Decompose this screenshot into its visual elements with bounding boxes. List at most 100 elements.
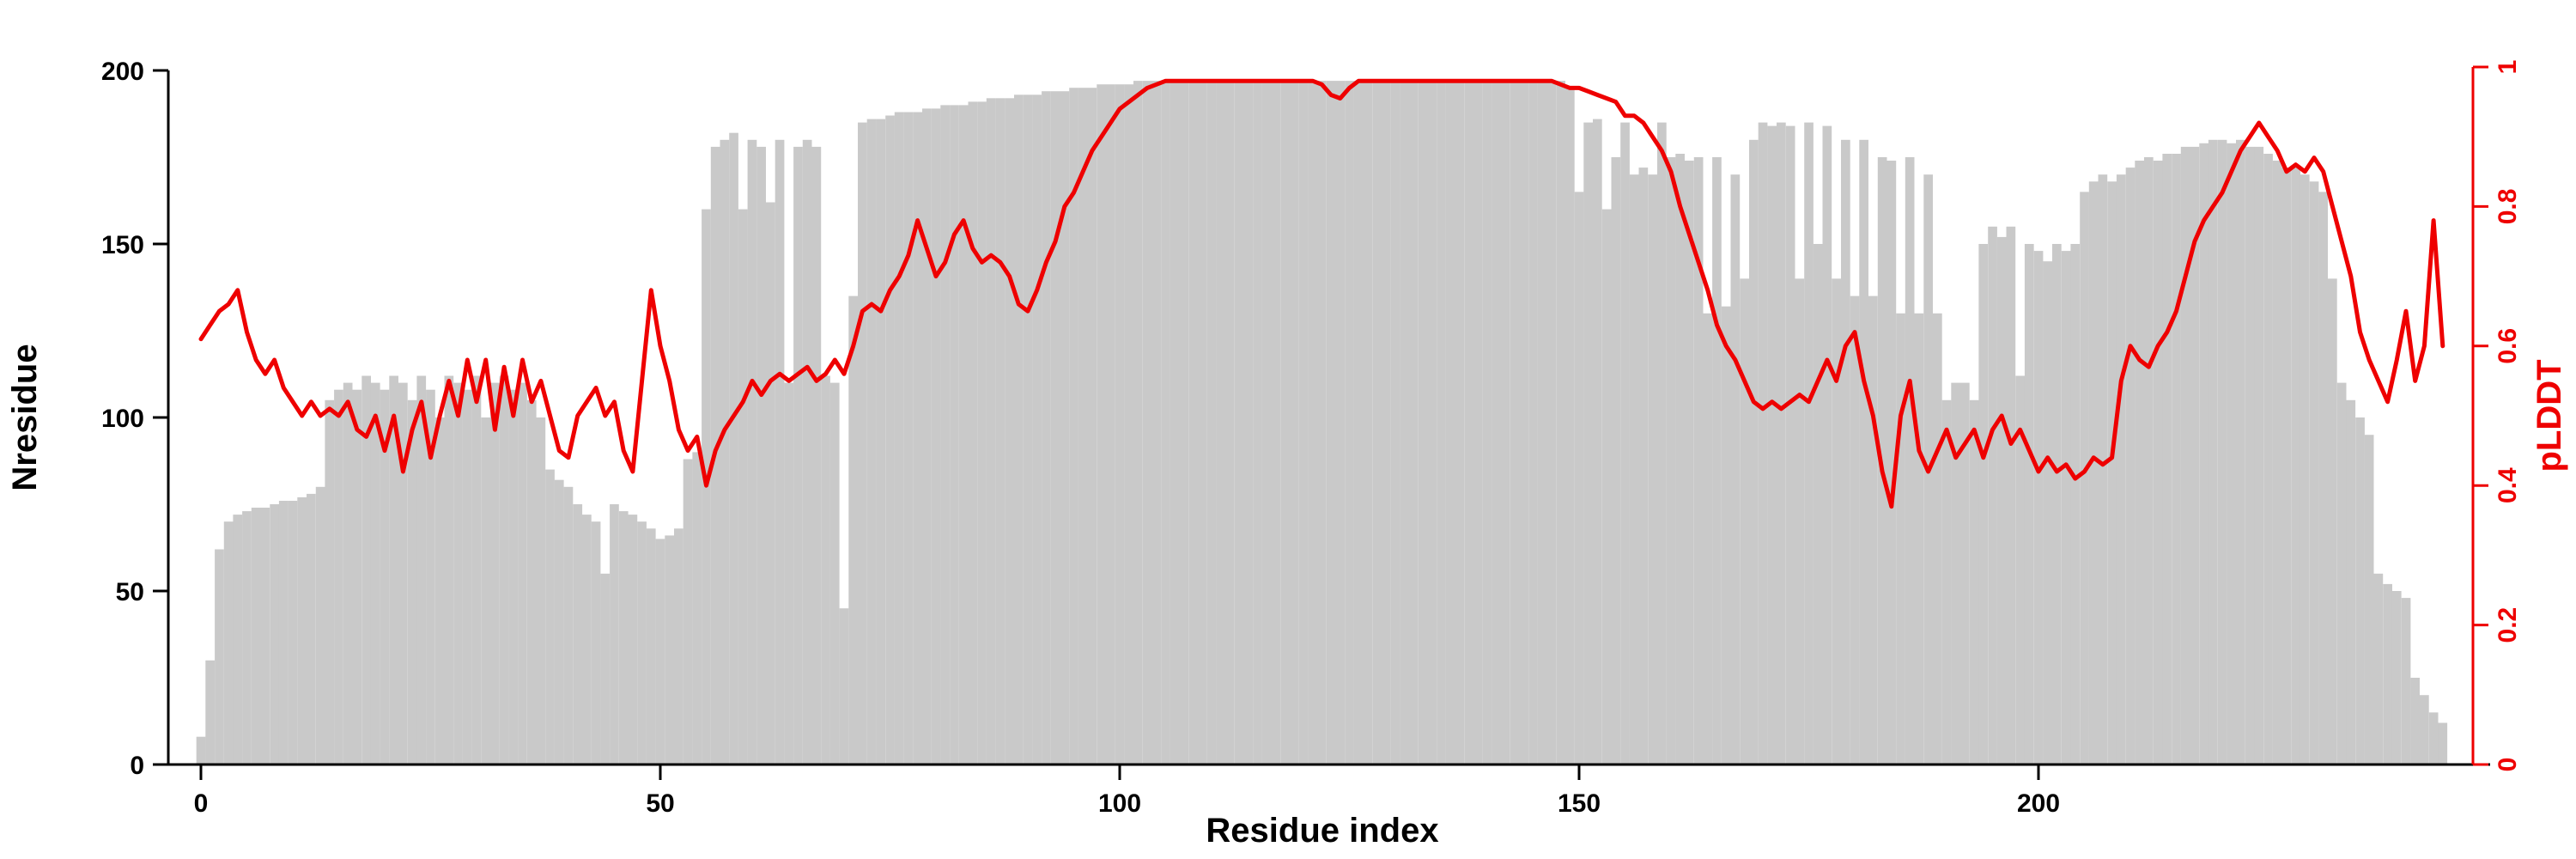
nresidue-bar xyxy=(434,417,445,765)
nresidue-bar xyxy=(903,112,914,765)
nresidue-bar xyxy=(1510,81,1520,765)
nresidue-bar xyxy=(747,139,757,765)
nresidue-bar xyxy=(2263,154,2273,765)
nresidue-bar xyxy=(1546,81,1557,765)
nresidue-bar xyxy=(1142,81,1152,765)
nresidue-bar xyxy=(977,101,987,765)
nresidue-bar xyxy=(1261,81,1272,765)
nresidue-bar xyxy=(1216,81,1225,765)
nresidue-bar xyxy=(1106,84,1115,765)
nresidue-bar xyxy=(1969,399,1979,765)
nresidue-bar xyxy=(811,146,822,765)
nresidue-bar xyxy=(196,736,206,765)
nresidue-bar xyxy=(582,515,592,765)
nresidue-bar xyxy=(1749,139,1759,765)
nresidue-bar xyxy=(1464,81,1473,765)
nresidue-bar xyxy=(1198,81,1207,765)
nresidue-bar xyxy=(481,417,491,765)
nresidue-bar xyxy=(1914,313,1924,765)
y-axis-left-tick-label: 50 xyxy=(116,578,144,606)
nresidue-bar xyxy=(1785,125,1795,765)
nresidue-bar xyxy=(674,528,683,765)
nresidue-bar xyxy=(876,119,886,765)
nresidue-bar xyxy=(1161,81,1170,765)
nresidue-bar xyxy=(499,375,509,765)
y-axis-right-tick-label: 0.8 xyxy=(2494,189,2522,225)
nresidue-bar xyxy=(1941,399,1952,765)
nresidue-bar xyxy=(1675,154,1685,765)
nresidue-bar xyxy=(1363,81,1373,765)
nresidue-bar xyxy=(1188,81,1198,765)
nresidue-bar xyxy=(518,382,527,765)
nresidue-bar xyxy=(866,119,877,765)
nresidue-bar xyxy=(2107,181,2117,765)
nresidue-bar xyxy=(1115,84,1125,765)
nresidue-bar xyxy=(775,139,785,765)
nresidue-bar xyxy=(1179,81,1189,765)
x-axis-tick-label: 50 xyxy=(646,789,674,818)
nresidue-bar xyxy=(1206,81,1217,765)
nresidue-bar xyxy=(1482,81,1492,765)
nresidue-bar xyxy=(278,501,289,765)
nresidue-bar xyxy=(2199,143,2208,765)
nresidue-bar xyxy=(1069,88,1078,765)
nresidue-bar xyxy=(766,202,775,765)
nresidue-bar xyxy=(2410,678,2420,765)
nresidue-bar xyxy=(1685,161,1694,765)
nresidue-bar xyxy=(885,115,895,765)
nresidue-bar xyxy=(1473,81,1483,765)
nresidue-bar xyxy=(2364,435,2374,765)
nresidue-bar xyxy=(233,515,243,765)
nresidue-bar xyxy=(1243,81,1254,765)
nresidue-bar xyxy=(683,459,693,765)
nresidue-bar xyxy=(995,98,1005,765)
nresidue-bar xyxy=(1014,94,1024,765)
y-axis-right-tick-label: 0.4 xyxy=(2494,467,2522,503)
y-axis-left-tick-label: 150 xyxy=(101,231,144,259)
nresidue-bar xyxy=(1097,84,1106,765)
nresidue-bar xyxy=(251,508,261,765)
nresidue-bar xyxy=(1023,94,1033,765)
nresidue-bar xyxy=(1335,81,1346,765)
nresidue-bar xyxy=(1445,81,1455,765)
nresidue-bar xyxy=(1712,157,1722,765)
y-axis-right-tick-label: 1 xyxy=(2494,60,2522,75)
nresidue-bar xyxy=(1960,382,1970,765)
nresidue-bar xyxy=(1400,81,1409,765)
nresidue-bar xyxy=(1896,313,1905,765)
nresidue-bar xyxy=(2172,154,2181,765)
axes: 0 50 100 150 200 0 50 100 150 200 0 0.2 0.4 0.6 0.8 1 xyxy=(101,58,2522,818)
nresidue-bar xyxy=(444,375,454,765)
nresidue-bar xyxy=(1519,81,1529,765)
y-axis-left-tick-label: 0 xyxy=(130,752,144,780)
nresidue-bar xyxy=(1666,157,1676,765)
nresidue-bar xyxy=(526,399,537,765)
nresidue-bar xyxy=(1933,313,1942,765)
nresidue-bar xyxy=(1565,88,1575,765)
nresidue-bar xyxy=(1978,244,1989,765)
y-axis-left-tick-label: 200 xyxy=(101,58,144,86)
nresidue-bar xyxy=(1353,81,1364,765)
nresidue-bar xyxy=(940,105,950,765)
nresidue-bar xyxy=(637,521,647,765)
nresidue-bar xyxy=(1437,81,1446,765)
nresidue-bar xyxy=(1492,81,1501,765)
nresidue-bar xyxy=(2383,583,2392,765)
nresidue-bar xyxy=(1601,209,1612,765)
nresidue-bar xyxy=(1822,125,1832,765)
nresidue-bar xyxy=(508,389,519,765)
nresidue-bar xyxy=(1317,81,1327,765)
nresidue-bar xyxy=(793,146,803,765)
nresidue-bar xyxy=(2153,161,2163,765)
nresidue-bar xyxy=(1427,81,1437,765)
nresidue-bar xyxy=(2144,157,2154,765)
nresidue-bar xyxy=(1593,119,1602,765)
nresidue-bar xyxy=(1629,174,1639,765)
nresidue-bar xyxy=(1170,81,1180,765)
nresidue-bar xyxy=(1409,81,1419,765)
nresidue-bar xyxy=(315,486,325,765)
y-axis-right-tick-label: 0 xyxy=(2494,758,2522,772)
nresidue-bar xyxy=(2080,192,2089,765)
nresidue-bar xyxy=(223,521,234,765)
